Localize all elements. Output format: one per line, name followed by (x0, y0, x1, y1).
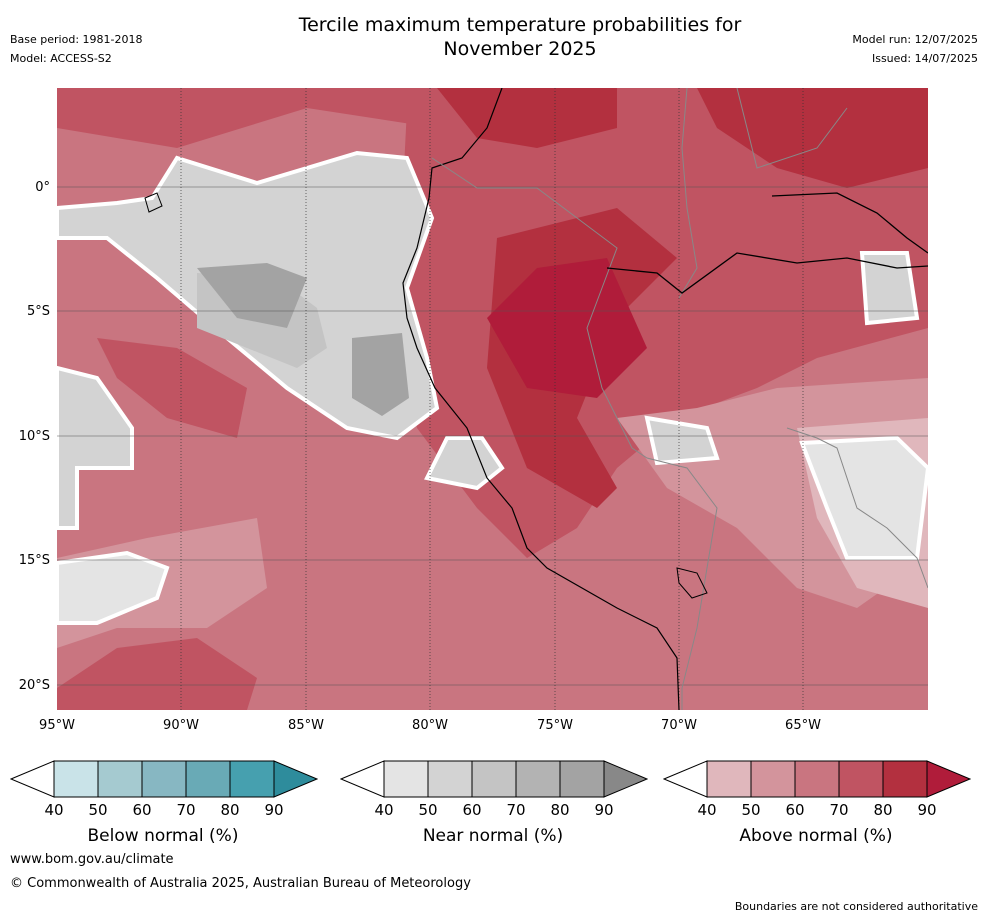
lon-label-90w: 90°W (163, 718, 199, 733)
region-near-normal-southwest (55, 365, 134, 530)
region-near-80-west (197, 263, 307, 328)
cb-below-under (10, 760, 55, 798)
river-north (771, 192, 929, 254)
model-run-text: Model run: 12/07/2025 (852, 33, 978, 46)
cb-near-60 (471, 760, 517, 798)
map-canvas (55, 87, 931, 711)
lon-label-95w: 95°W (39, 718, 75, 733)
cb-above-50 (750, 760, 796, 798)
coastline (402, 87, 680, 711)
cb-near-40 (383, 760, 429, 798)
cb-below-over (273, 760, 318, 798)
cb-below-40 (53, 760, 99, 798)
cb-near-tick-60: 60 (462, 801, 482, 819)
cb-above-over (926, 760, 971, 798)
cb-above-under (663, 760, 708, 798)
cb-near-over (603, 760, 648, 798)
amazon-river (606, 252, 929, 294)
model-text: Model: ACCESS-S2 (10, 52, 112, 65)
region-above-70-ocean (97, 338, 247, 438)
cb-above-tick-40: 40 (697, 801, 717, 819)
cb-below-80 (229, 760, 275, 798)
legend-title-below-normal: Below normal (%) (87, 826, 239, 846)
cb-near-tick-50: 50 (418, 801, 438, 819)
cb-near-under (340, 760, 385, 798)
lon-label-70w: 70°W (661, 718, 697, 733)
lake-titicaca (676, 567, 708, 599)
region-near-80 (352, 333, 409, 416)
region-above-80-1 (437, 88, 617, 148)
lon-label-75w: 75°W (537, 718, 573, 733)
galapagos-islands (144, 192, 163, 213)
base-period-text: Base period: 1981-2018 (10, 33, 143, 46)
cb-above-60 (794, 760, 840, 798)
legend-title-above-normal: Above normal (%) (739, 826, 893, 846)
lon-label-80w: 80°W (412, 718, 448, 733)
footer-url: www.bom.gov.au/climate (10, 852, 174, 867)
region-near-normal-south (55, 550, 170, 625)
cb-below-70 (185, 760, 231, 798)
lon-label-65w: 65°W (785, 718, 821, 733)
cb-below-60 (141, 760, 187, 798)
legend-title-near-normal: Near normal (%) (422, 826, 564, 846)
lat-label-5s: 5°S (26, 304, 50, 319)
cb-above-40 (706, 760, 752, 798)
cb-near-50 (427, 760, 473, 798)
country-border-east (786, 427, 929, 589)
region-near-normal-northeast (859, 251, 920, 326)
cb-near-70 (515, 760, 561, 798)
issued-text: Issued: 14/07/2025 (871, 52, 978, 65)
lat-label-0: 0° (35, 180, 50, 195)
cb-above-tick-50: 50 (741, 801, 761, 819)
country-borders (431, 157, 718, 710)
cb-below-tick-70: 70 (176, 801, 196, 819)
country-border-northeast (736, 87, 848, 169)
cb-near-tick-70: 70 (506, 801, 526, 819)
cb-below-tick-90: 90 (264, 801, 284, 819)
probability-map (55, 87, 931, 711)
colorbar-near-normal (340, 760, 648, 798)
cb-below-tick-50: 50 (88, 801, 108, 819)
country-border-north (678, 87, 698, 299)
cb-near-tick-80: 80 (550, 801, 570, 819)
region-near-normal-andes (644, 415, 720, 466)
region-above-70-southwest (57, 638, 257, 710)
lon-label-85w: 85°W (288, 718, 324, 733)
cb-above-tick-70: 70 (829, 801, 849, 819)
cb-near-tick-40: 40 (374, 801, 394, 819)
cb-below-50 (97, 760, 143, 798)
cb-above-80 (882, 760, 928, 798)
cb-above-tick-80: 80 (873, 801, 893, 819)
map-title: Tercile maximum temperature probabilitie… (240, 13, 800, 61)
region-above-80-2 (697, 88, 928, 188)
cb-above-70 (838, 760, 884, 798)
footer-copyright: © Commonwealth of Australia 2025, Austra… (10, 876, 471, 891)
cb-below-tick-40: 40 (44, 801, 64, 819)
cb-near-80 (559, 760, 605, 798)
cb-above-tick-60: 60 (785, 801, 805, 819)
lat-label-10s: 10°S (18, 429, 50, 444)
cb-near-tick-90: 90 (594, 801, 614, 819)
region-above-90 (487, 258, 647, 398)
title-line-2: November 2025 (443, 38, 597, 60)
title-line-1: Tercile maximum temperature probabilitie… (298, 14, 742, 36)
cb-above-tick-90: 90 (917, 801, 937, 819)
lat-label-20s: 20°S (18, 678, 50, 693)
colorbar-below-normal (10, 760, 318, 798)
footer-note: Boundaries are not considered authoritat… (734, 900, 978, 913)
cb-below-tick-60: 60 (132, 801, 152, 819)
cb-below-tick-80: 80 (220, 801, 240, 819)
region-near-normal-coast (424, 436, 505, 491)
lat-label-15s: 15°S (18, 553, 50, 568)
latitude-grid (57, 186, 928, 686)
colorbar-above-normal (663, 760, 971, 798)
